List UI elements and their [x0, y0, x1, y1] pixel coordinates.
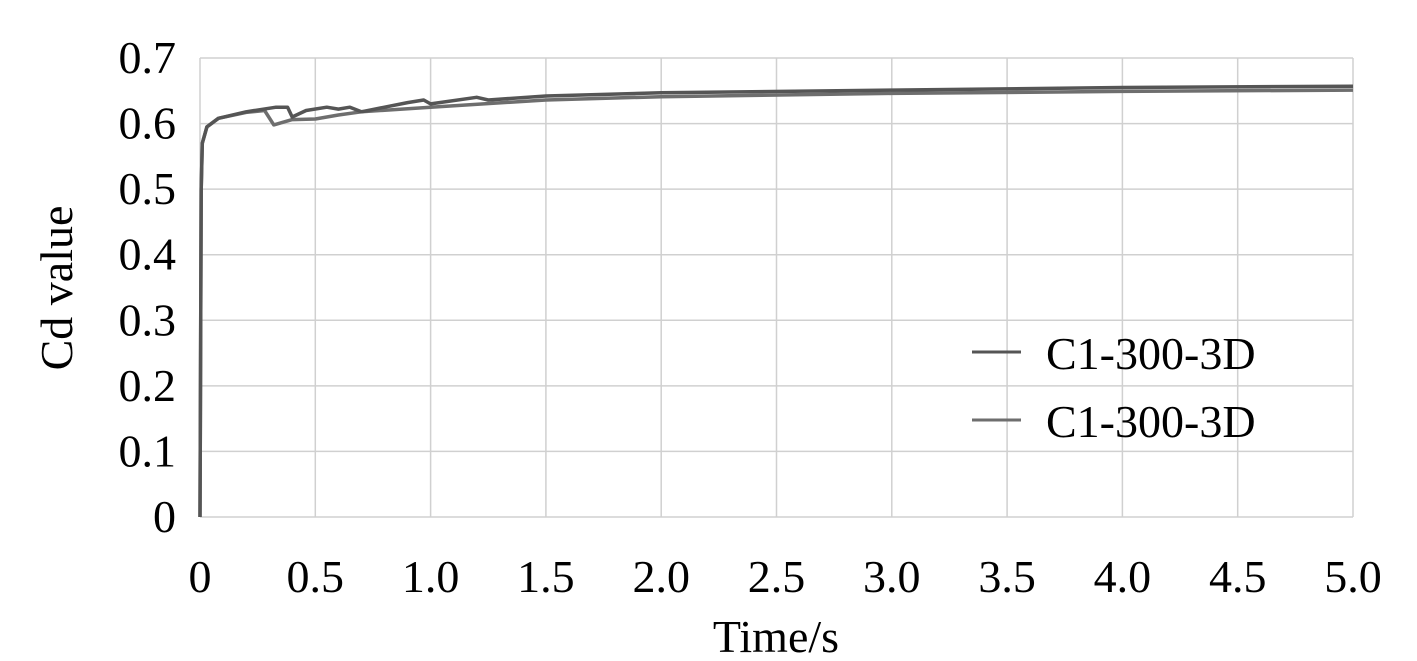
x-tick-label: 0.5	[287, 551, 345, 602]
y-tick-label: 0.6	[119, 98, 177, 149]
x-tick-label: 4.0	[1094, 551, 1152, 602]
legend: C1-300-3D C1-300-3D	[972, 328, 1256, 447]
legend-label-1: C1-300-3D	[1046, 328, 1256, 379]
x-tick-label: 0	[189, 551, 212, 602]
x-tick-label: 2.5	[748, 551, 806, 602]
x-tick-label: 3.5	[978, 551, 1036, 602]
x-axis-label: Time/s	[713, 611, 839, 661]
y-tick-label: 0.1	[119, 425, 177, 476]
y-axis-label: Cd value	[31, 206, 82, 371]
grid	[199, 57, 1354, 518]
x-tick-label: 2.0	[632, 551, 690, 602]
y-tick-label: 0.2	[119, 360, 177, 411]
series-line-1	[198, 84, 1354, 518]
y-tick-label: 0	[153, 491, 176, 542]
y-tick-label: 0.5	[119, 163, 177, 214]
tick-labels: 0 0.1 0.2 0.3 0.4 0.5 0.6 0.7 0 0.5 1.0 1.5 2.0 2.5 3.…	[119, 32, 1382, 602]
series-lines	[198, 84, 1354, 518]
x-tick-label: 1.5	[517, 551, 575, 602]
legend-label-2: C1-300-3D	[1046, 396, 1256, 447]
x-tick-label: 3.0	[863, 551, 921, 602]
x-tick-label: 5.0	[1324, 551, 1382, 602]
y-tick-label: 0.7	[119, 32, 177, 83]
y-tick-label: 0.3	[119, 294, 177, 345]
y-tick-label: 0.4	[119, 229, 177, 280]
x-tick-label: 4.5	[1209, 551, 1267, 602]
x-tick-label: 1.0	[402, 551, 460, 602]
